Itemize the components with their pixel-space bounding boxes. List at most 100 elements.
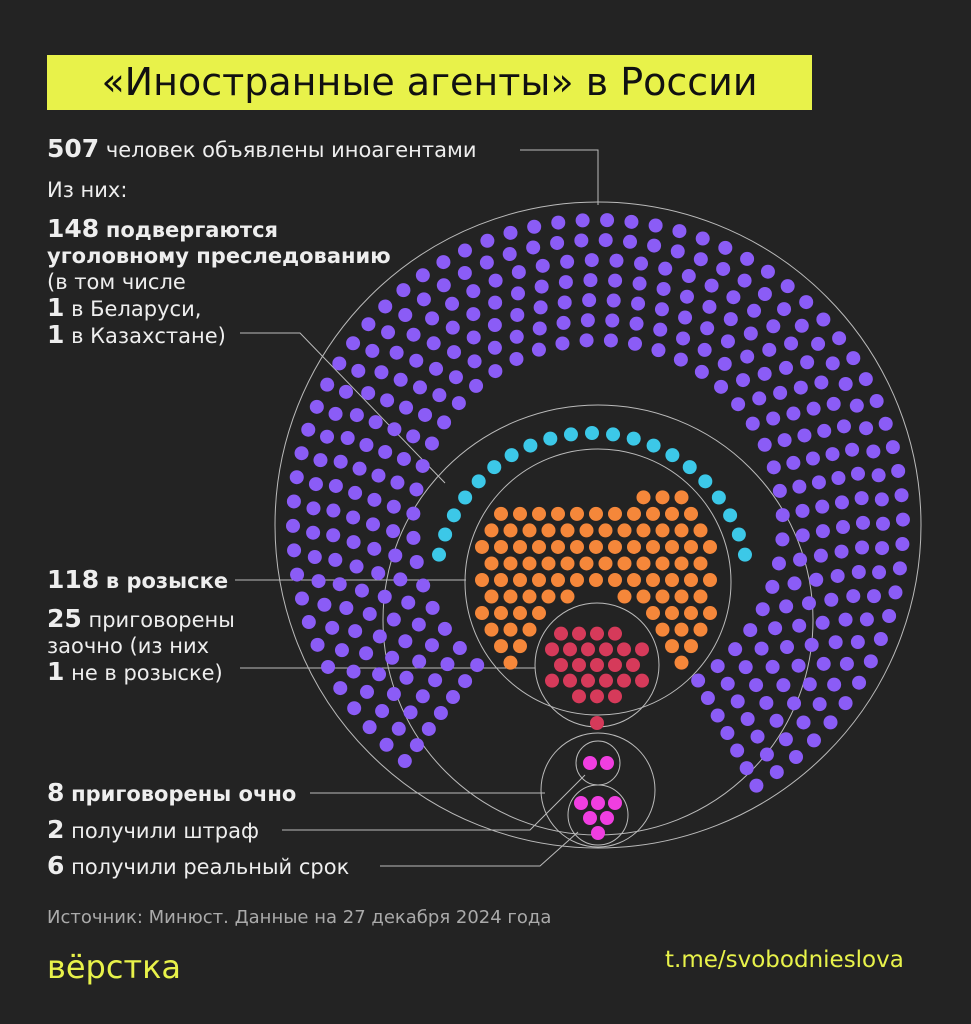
dot bbox=[702, 299, 717, 314]
dot bbox=[757, 437, 772, 452]
dot bbox=[635, 673, 649, 688]
dot bbox=[386, 687, 401, 702]
dot bbox=[646, 539, 660, 554]
dot bbox=[617, 673, 631, 688]
dot bbox=[809, 572, 824, 587]
dot bbox=[693, 622, 708, 637]
dot bbox=[484, 622, 499, 637]
in-person-label: 8 приговорены очно bbox=[47, 780, 296, 807]
dot bbox=[346, 664, 361, 679]
dot bbox=[656, 281, 671, 296]
dot bbox=[589, 539, 603, 554]
dot bbox=[579, 333, 594, 348]
dot bbox=[776, 678, 791, 693]
dot bbox=[551, 215, 566, 230]
dot bbox=[317, 597, 332, 612]
dot bbox=[799, 295, 814, 310]
dot bbox=[836, 419, 851, 434]
dot bbox=[359, 646, 374, 661]
dot bbox=[545, 642, 559, 657]
circle-prison bbox=[567, 784, 629, 846]
dot bbox=[560, 589, 575, 604]
dot bbox=[415, 458, 430, 473]
dot bbox=[289, 470, 304, 485]
dot bbox=[738, 660, 753, 675]
dot bbox=[895, 512, 910, 527]
dots-prosecuted-other bbox=[432, 426, 752, 562]
dot bbox=[606, 427, 621, 442]
dot bbox=[333, 681, 348, 696]
prison-label: 6 получили реальный срок bbox=[47, 853, 349, 880]
dot bbox=[541, 589, 556, 604]
dot bbox=[532, 573, 546, 587]
dot bbox=[378, 444, 393, 459]
dot bbox=[606, 293, 621, 308]
dot bbox=[655, 490, 670, 505]
dot bbox=[445, 296, 460, 311]
dot bbox=[757, 366, 772, 381]
dot bbox=[627, 506, 641, 521]
dot bbox=[556, 315, 571, 330]
dot bbox=[348, 624, 363, 639]
dot bbox=[513, 539, 527, 554]
dot bbox=[872, 565, 887, 580]
dot bbox=[693, 556, 708, 571]
count: 25 bbox=[47, 604, 82, 633]
dot bbox=[503, 225, 518, 240]
dot bbox=[555, 336, 570, 351]
dot bbox=[534, 279, 549, 294]
dot bbox=[752, 391, 767, 406]
dot bbox=[723, 312, 738, 327]
dot bbox=[409, 555, 424, 570]
dot bbox=[631, 296, 646, 311]
dot bbox=[581, 673, 595, 688]
dot bbox=[780, 279, 795, 294]
dot bbox=[398, 308, 413, 323]
dot bbox=[488, 364, 503, 379]
dot bbox=[766, 411, 781, 426]
dot bbox=[608, 658, 622, 672]
dot bbox=[306, 501, 321, 516]
dot bbox=[582, 293, 597, 308]
dot bbox=[347, 701, 362, 716]
dot bbox=[599, 642, 613, 657]
dot bbox=[749, 678, 764, 693]
dot bbox=[731, 527, 746, 542]
dot bbox=[286, 518, 301, 533]
dot bbox=[646, 606, 660, 621]
dot bbox=[504, 448, 519, 463]
dot bbox=[429, 361, 444, 376]
dot bbox=[787, 576, 802, 591]
dot bbox=[560, 254, 575, 269]
dot bbox=[448, 370, 463, 385]
dot bbox=[726, 290, 741, 305]
dot bbox=[415, 689, 430, 704]
dot bbox=[859, 421, 874, 436]
dot bbox=[551, 573, 565, 587]
dot bbox=[863, 654, 878, 669]
dot bbox=[674, 523, 689, 538]
dot bbox=[510, 286, 525, 301]
dot bbox=[608, 689, 622, 704]
dot bbox=[797, 428, 812, 443]
dot bbox=[365, 343, 380, 358]
dot bbox=[494, 606, 508, 621]
dot bbox=[608, 273, 623, 288]
dot bbox=[494, 573, 508, 587]
dot bbox=[399, 400, 414, 415]
dots-not-prosecuted bbox=[286, 213, 910, 793]
dot bbox=[393, 572, 408, 587]
dot bbox=[409, 353, 424, 368]
dot bbox=[328, 406, 343, 421]
dot bbox=[655, 622, 670, 637]
dot bbox=[885, 440, 900, 455]
dot bbox=[457, 243, 472, 258]
dot bbox=[839, 656, 854, 671]
dot bbox=[811, 475, 826, 490]
dot bbox=[437, 415, 452, 430]
dot bbox=[635, 642, 649, 657]
dot bbox=[674, 490, 689, 505]
dot bbox=[389, 345, 404, 360]
text: подвергаются bbox=[105, 218, 278, 242]
dot bbox=[484, 556, 499, 571]
